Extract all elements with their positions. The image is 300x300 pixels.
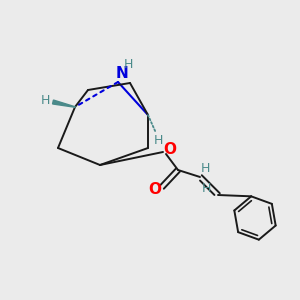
Text: H: H (40, 94, 50, 107)
Text: O: O (164, 142, 176, 158)
Text: H: H (123, 58, 133, 71)
Text: N: N (116, 67, 128, 82)
Polygon shape (52, 100, 75, 107)
Text: O: O (148, 182, 161, 196)
Text: H: H (201, 182, 211, 194)
Text: H: H (200, 161, 210, 175)
Text: H: H (153, 134, 163, 148)
